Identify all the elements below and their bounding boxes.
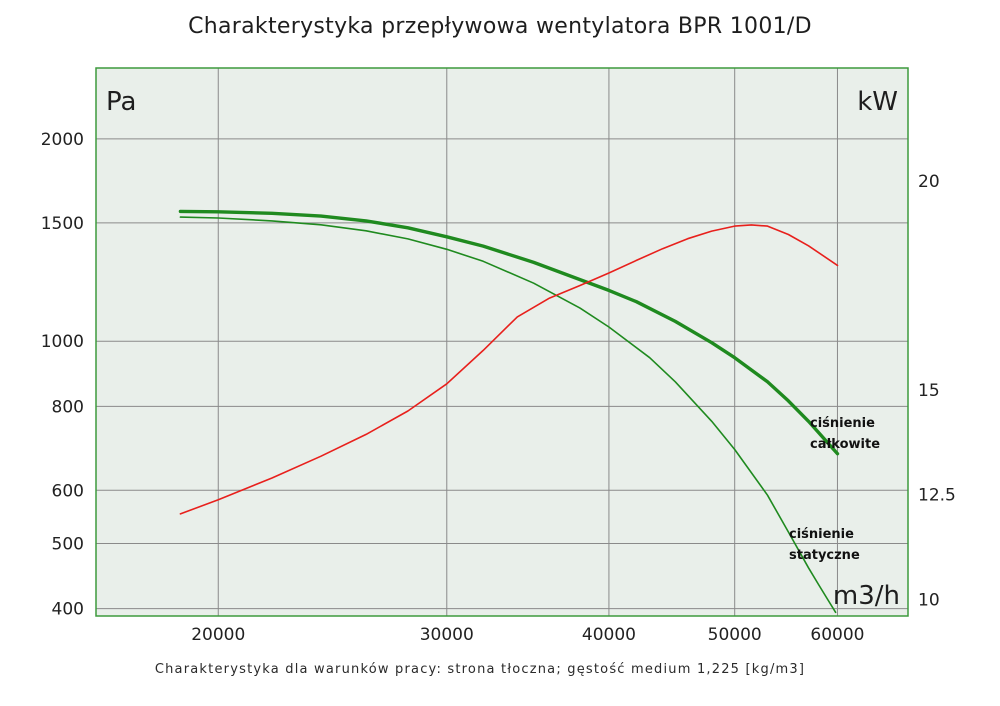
series-line-moc — [179, 224, 839, 515]
x-tick-label: 20000 — [191, 625, 245, 645]
y-right-tick-label: 10 — [918, 590, 940, 610]
y-right-tick-label: 20 — [918, 172, 940, 192]
x-tick-label: 30000 — [420, 625, 474, 645]
plot-frame — [95, 67, 909, 617]
plot-area — [96, 68, 908, 616]
y-left-tick-label: 400 — [52, 600, 84, 620]
y-left-tick-label: 600 — [52, 481, 84, 501]
series-annotation: statyczne — [789, 548, 860, 563]
x-unit-label: m3/h — [833, 581, 900, 611]
x-tick-label: 60000 — [810, 625, 864, 645]
series-annotation: ciśnienie — [810, 416, 875, 431]
x-tick-label: 40000 — [582, 625, 636, 645]
y-right-unit-label: kW — [857, 87, 898, 117]
y-left-tick-label: 800 — [52, 397, 84, 417]
chart-footnote: Charakterystyka dla warunków pracy: stro… — [154, 662, 806, 677]
x-tick-label: 50000 — [708, 625, 762, 645]
y-right-tick-label: 12.5 — [918, 486, 956, 506]
series-annotation: ciśnienie — [789, 527, 854, 542]
chart-title: Charakterystyka przepływowa wentylatora … — [188, 14, 812, 39]
y-left-unit-label: Pa — [106, 87, 136, 117]
series-annotation: całkowite — [810, 437, 880, 452]
series-line-ciśnienie-statyczne — [179, 216, 837, 614]
y-left-tick-label: 1000 — [41, 332, 84, 352]
y-left-tick-label: 2000 — [41, 130, 84, 150]
series-line-ciśnienie-całkowite — [178, 209, 840, 456]
y-left-tick-label: 500 — [52, 534, 84, 554]
y-right-tick-label: 15 — [918, 381, 940, 401]
y-left-tick-label: 1500 — [41, 214, 84, 234]
